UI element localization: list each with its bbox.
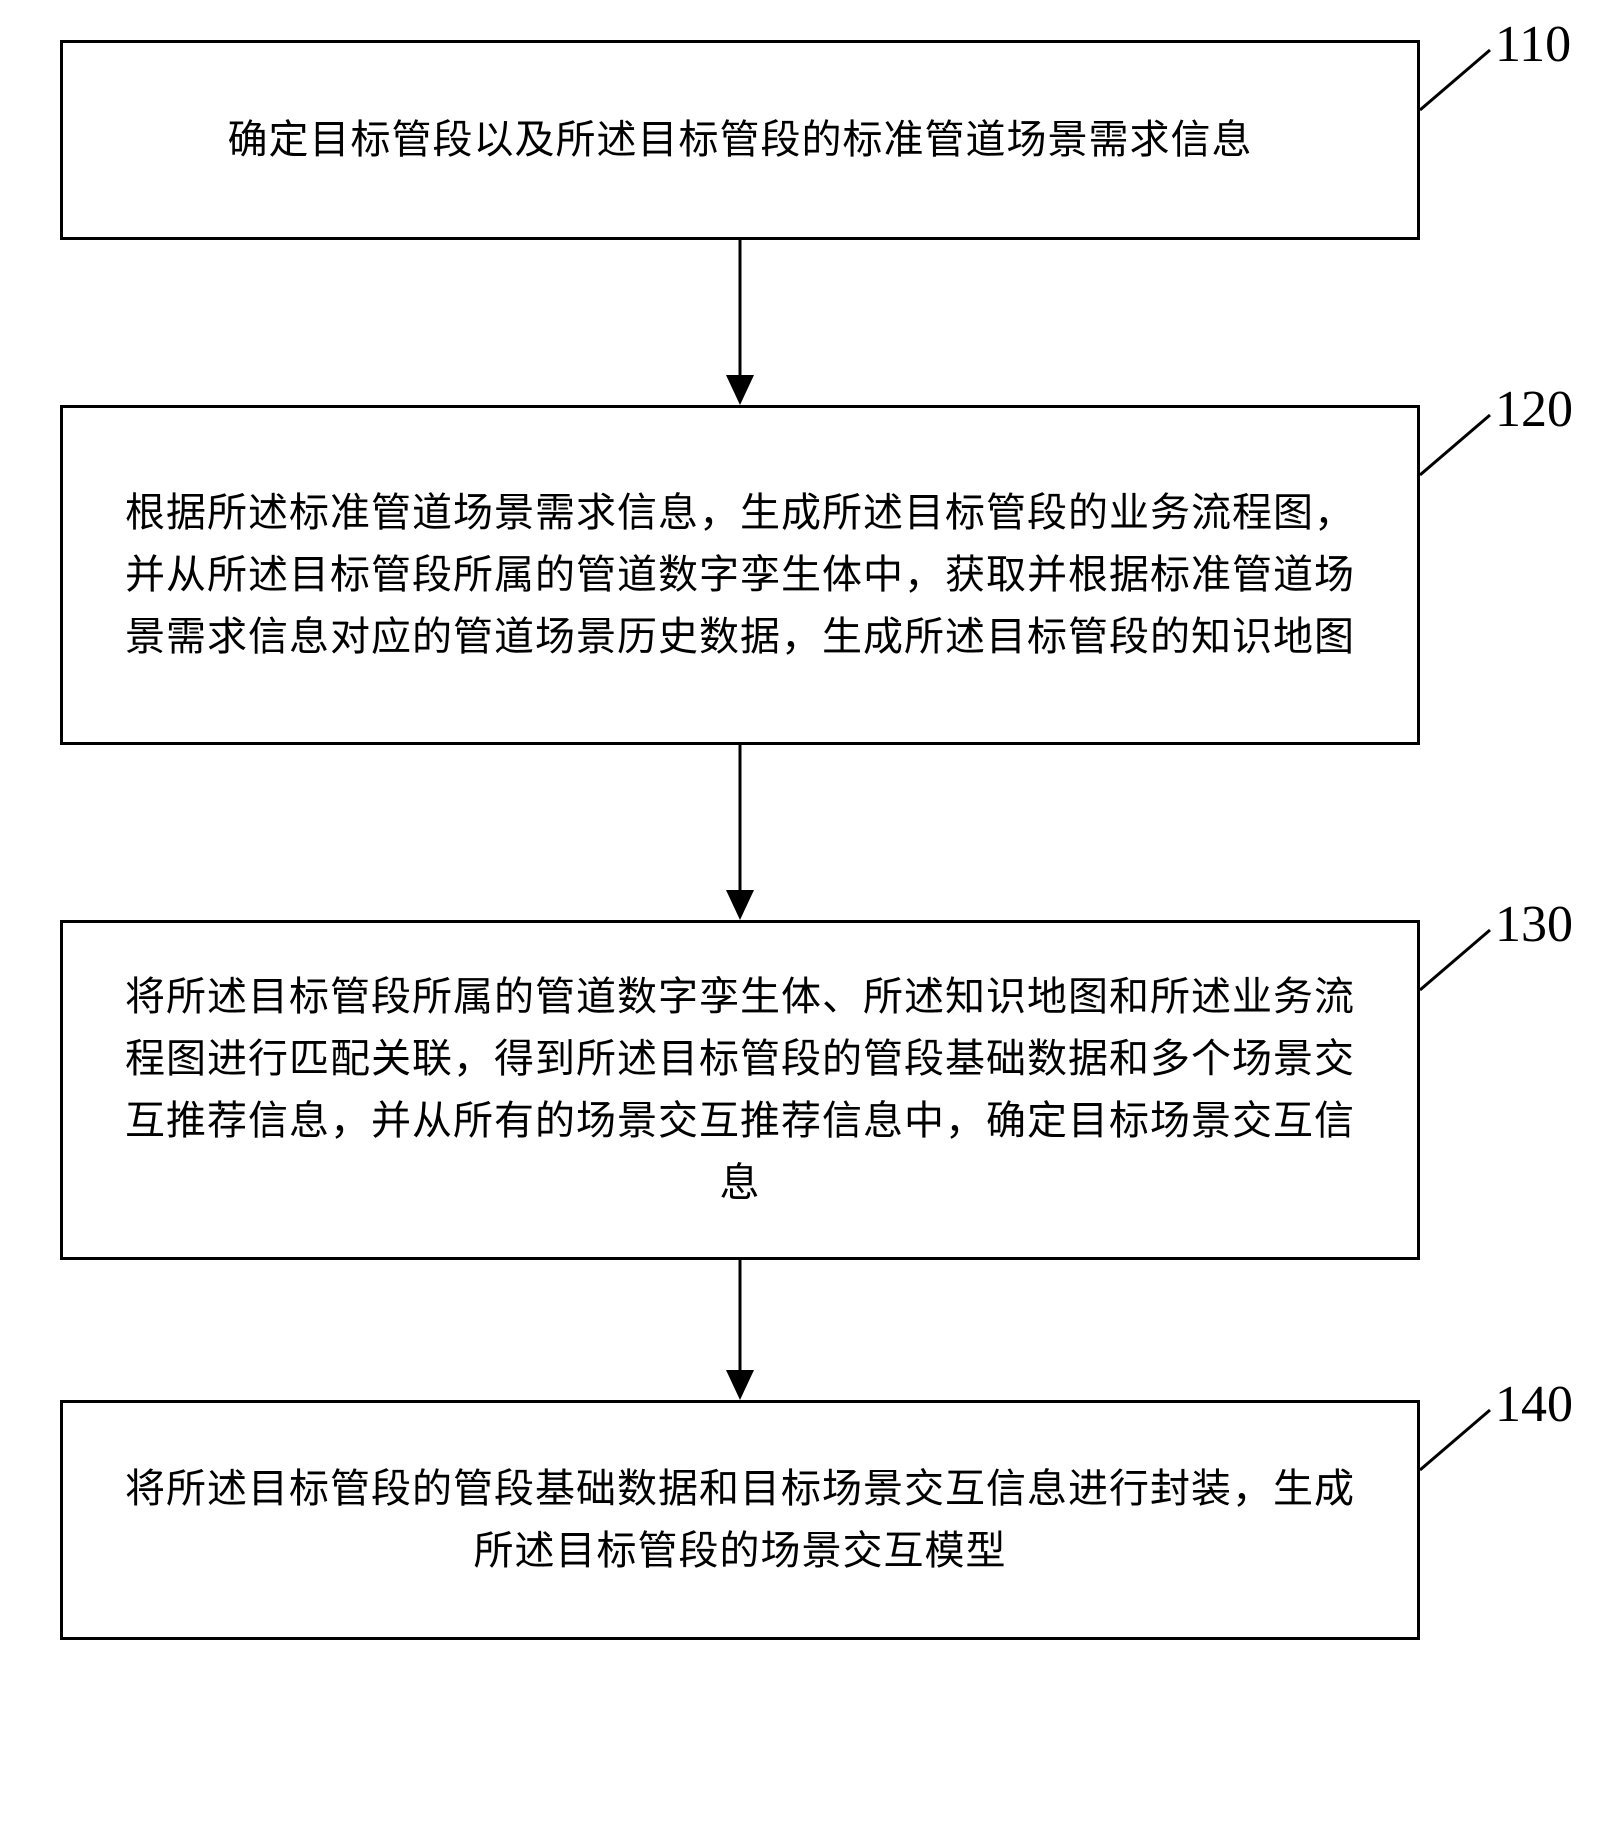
leader-line-140 xyxy=(1420,1400,1500,1480)
flowchart-container: 确定目标管段以及所述目标管段的标准管道场景需求信息 根据所述标准管道场景需求信息… xyxy=(60,40,1420,1640)
arrow-down-icon xyxy=(710,240,770,405)
flow-step-140: 将所述目标管段的管段基础数据和目标场景交互信息进行封装，生成所述目标管段的场景交… xyxy=(60,1400,1420,1640)
step-label-120: 120 xyxy=(1495,380,1573,439)
flow-step-140-text: 将所述目标管段的管段基础数据和目标场景交互信息进行封装，生成所述目标管段的场景交… xyxy=(123,1458,1357,1582)
flow-step-130: 将所述目标管段所属的管道数字孪生体、所述知识地图和所述业务流程图进行匹配关联，得… xyxy=(60,920,1420,1260)
flow-step-130-text: 将所述目标管段所属的管道数字孪生体、所述知识地图和所述业务流程图进行匹配关联，得… xyxy=(123,966,1357,1214)
flow-step-110: 确定目标管段以及所述目标管段的标准管道场景需求信息 xyxy=(60,40,1420,240)
flow-step-120-text: 根据所述标准管道场景需求信息，生成所述目标管段的业务流程图，并从所述目标管段所属… xyxy=(123,482,1357,668)
flow-arrow-110-120 xyxy=(60,240,1420,405)
leader-line-110 xyxy=(1420,40,1500,120)
step-label-130: 130 xyxy=(1495,895,1573,954)
flow-step-110-text: 确定目标管段以及所述目标管段的标准管道场景需求信息 xyxy=(228,109,1253,171)
leader-line-130 xyxy=(1420,920,1500,1000)
flow-arrow-120-130 xyxy=(60,745,1420,920)
flow-step-120: 根据所述标准管道场景需求信息，生成所述目标管段的业务流程图，并从所述目标管段所属… xyxy=(60,405,1420,745)
step-label-110: 110 xyxy=(1495,15,1571,74)
arrow-down-icon xyxy=(710,745,770,920)
step-label-140: 140 xyxy=(1495,1375,1573,1434)
flow-arrow-130-140 xyxy=(60,1260,1420,1400)
leader-line-120 xyxy=(1420,405,1500,485)
arrow-down-icon xyxy=(710,1260,770,1400)
